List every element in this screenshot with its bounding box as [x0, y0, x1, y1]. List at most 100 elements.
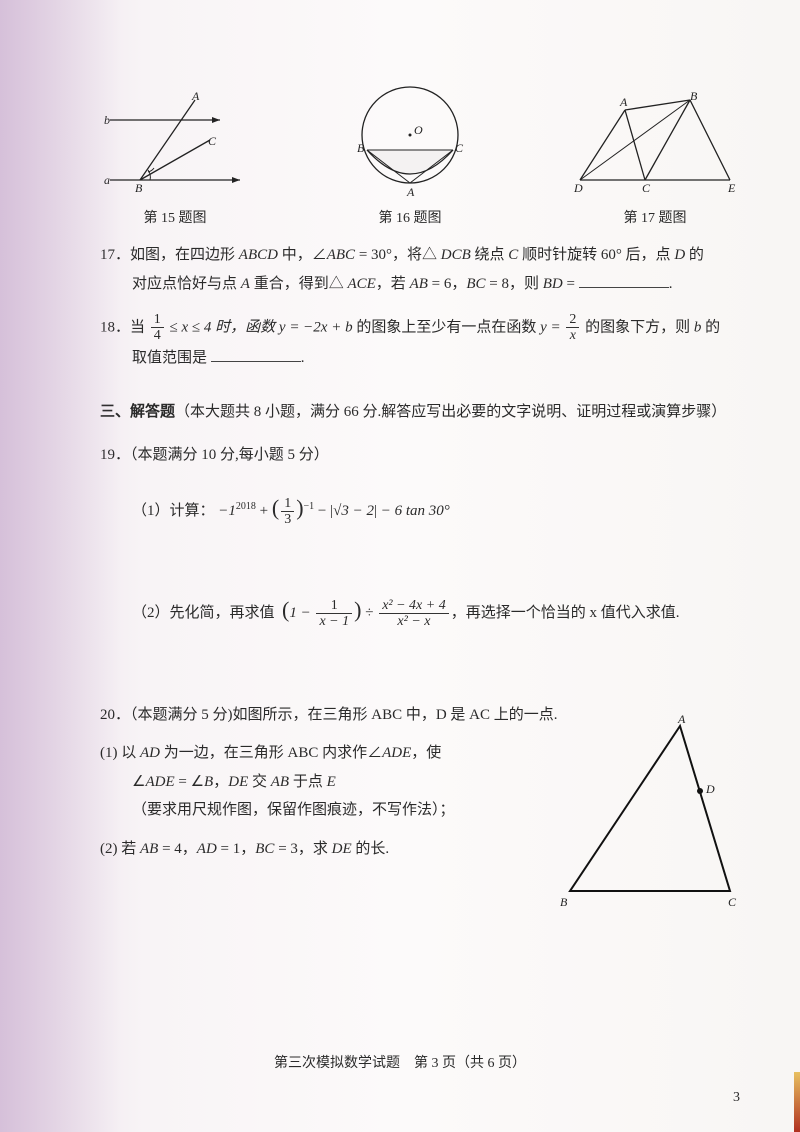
q20-number: 20． [100, 707, 130, 723]
q17-eq30: = 30°，将△ [355, 247, 441, 263]
fig16-label-C: C [455, 141, 464, 155]
q17-blank [579, 272, 669, 288]
q18-frac14-num: 1 [151, 312, 164, 328]
q18-t2: ≤ x ≤ 4 时，函数 [166, 319, 279, 335]
q20-bc: BC [255, 841, 274, 857]
exam-page: A B C b a 第 15 题图 B C A O [0, 0, 800, 1132]
fig17-label-D: D [573, 181, 583, 195]
figures-row: A B C b a 第 15 题图 B C A O [100, 80, 740, 227]
q20-fig-A: A [677, 712, 686, 726]
q19-p2-label: （2）先化简，再求值 [132, 605, 275, 621]
q18-t5: 的 [701, 319, 720, 335]
q17-t1: 如图，在四边形 [130, 247, 239, 263]
q19-part1: （1）计算： −12018 + (13)−1 − |√3 − 2| − 6 ta… [100, 487, 740, 529]
q20-header: （本题满分 5 分)如图所示，在三角形 ABC 中，D 是 AC 上的一点. [130, 707, 558, 723]
q20-fig-D: D [705, 782, 715, 796]
figure-16: B C A O 第 16 题图 [335, 80, 485, 227]
fig16-label-A: A [406, 185, 415, 199]
q19-p2-f2-den: x² − x [379, 614, 449, 629]
q19-p1-a: −1 [218, 503, 236, 519]
q17-eq6: = 6， [428, 276, 466, 292]
q18-frac14: 14 [151, 312, 164, 344]
q18-line2: 取值范围是 . [100, 344, 740, 373]
q20-p2e: 的长. [352, 841, 390, 857]
scan-edge [794, 1072, 800, 1132]
q20-fig-C: C [728, 895, 737, 909]
q20-p1b: 为一边，在三角形 ABC 内求作∠ [160, 745, 382, 761]
q20-de: DE [228, 774, 248, 790]
q19-p2-div: ÷ [361, 605, 377, 621]
fig17-label-E: E [727, 181, 736, 195]
q17-t4: 顺时针旋转 60° 后，点 [518, 247, 674, 263]
q19-p2-f2: x² − 4x + 4x² − x [379, 598, 449, 630]
section-3-title: 三、解答题 [100, 404, 175, 420]
q18-y2-num: 2 [566, 312, 579, 328]
question-18: 18．当 14 ≤ x ≤ 4 时，函数 y = −2x + b 的图象上至少有… [100, 312, 740, 372]
q20-fig-B: B [560, 895, 568, 909]
q18-l2a: 取值范围是 [132, 350, 211, 366]
q17-l2c: ，若 [376, 276, 410, 292]
q17-a: A [241, 276, 250, 292]
q20-ab: AB [271, 774, 289, 790]
q18-t1: 当 [130, 319, 149, 335]
question-17: 17．如图，在四边形 ABCD 中，∠ABC = 30°，将△ DCB 绕点 C… [100, 241, 740, 298]
q20-p2b: = 4， [158, 841, 196, 857]
figure-16-svg: B C A O [335, 80, 485, 200]
q20-p1l2a: ∠ [132, 774, 145, 790]
page-number: 3 [733, 1090, 740, 1106]
q20-ade2: ADE [145, 774, 174, 790]
q19-p2-f1-num: 1 [316, 598, 352, 614]
figure-15-svg: A B C b a [100, 90, 250, 200]
q19-p1-absmid: √3 − 2 [333, 503, 374, 519]
q19-p1-inv: −1 [304, 501, 315, 512]
q19-p1-exp: 2018 [236, 501, 256, 512]
q18-blank [211, 346, 301, 362]
q20-part2: (2) 若 AB = 4，AD = 1，BC = 3，求 DE 的长. [100, 835, 500, 864]
q18-y2a: y = [540, 319, 564, 335]
q19-p1-frac-num: 1 [281, 496, 294, 512]
q20-e: E [327, 774, 336, 790]
fig15-label-B: B [135, 181, 143, 195]
q19-p2-f1: 1x − 1 [316, 598, 352, 630]
fig15-caption: 第 15 题图 [100, 207, 250, 227]
q19-p2-a: 1 − [289, 605, 314, 621]
q17-bd: BD [543, 276, 563, 292]
q19-number: 19． [100, 447, 130, 463]
q17-abc: ABC [327, 247, 355, 263]
q17-line2: 对应点恰好与点 A 重合，得到△ ACE，若 AB = 6，BC = 8，则 B… [100, 270, 740, 299]
q17-l2a: 对应点恰好与点 [132, 276, 241, 292]
figure-15: A B C b a 第 15 题图 [100, 90, 250, 227]
q17-ab: AB [410, 276, 428, 292]
fig16-label-O: O [414, 123, 423, 137]
q17-number: 17． [100, 247, 130, 263]
q20-p2a: (2) 若 [100, 841, 140, 857]
q17-c: C [508, 247, 518, 263]
q18-t3: 的图象上至少有一点在函数 [353, 319, 541, 335]
q20-p2c: = 1， [217, 841, 255, 857]
q20-ad2: AD [197, 841, 217, 857]
section-3-desc: （本大题共 8 小题，满分 66 分.解答应写出必要的文字说明、证明过程或演算步… [175, 404, 726, 420]
q19-p1-plus: + [256, 503, 272, 519]
fig15-label-C: C [208, 134, 217, 148]
q19-part2: （2）先化简，再求值 (1 − 1x − 1) ÷ x² − 4x + 4x² … [100, 589, 740, 631]
section-3-header: 三、解答题（本大题共 8 小题，满分 66 分.解答应写出必要的文字说明、证明过… [100, 398, 740, 427]
q19-p1-tan: − 6 tan 30° [377, 503, 450, 519]
fig15-label-A: A [191, 90, 200, 103]
fig17-label-B: B [690, 90, 698, 103]
q20-part1: (1) 以 AD 为一边，在三角形 ABC 内求作∠ADE，使 ∠ADE = ∠… [100, 739, 500, 825]
q17-t5: 的 [685, 247, 704, 263]
q20-ade: ADE [382, 745, 411, 761]
q20-p1a: (1) 以 [100, 745, 140, 761]
q19-p2-f2-num: x² − 4x + 4 [379, 598, 449, 614]
q18-number: 18． [100, 319, 130, 335]
q17-ace: ACE [347, 276, 375, 292]
q17-abcd: ABCD [239, 247, 278, 263]
q17-bc: BC [466, 276, 485, 292]
q20-figure: A B C D [550, 711, 750, 911]
fig17-caption: 第 17 题图 [570, 207, 740, 227]
q20-p1l2d: 交 [248, 774, 271, 790]
figure-17: A B C D E 第 17 题图 [570, 90, 740, 227]
q19-p2-tail: ，再选择一个恰当的 x 值代入求值. [451, 605, 680, 621]
q17-period: . [669, 276, 673, 292]
q17-eq8: = 8，则 [486, 276, 543, 292]
